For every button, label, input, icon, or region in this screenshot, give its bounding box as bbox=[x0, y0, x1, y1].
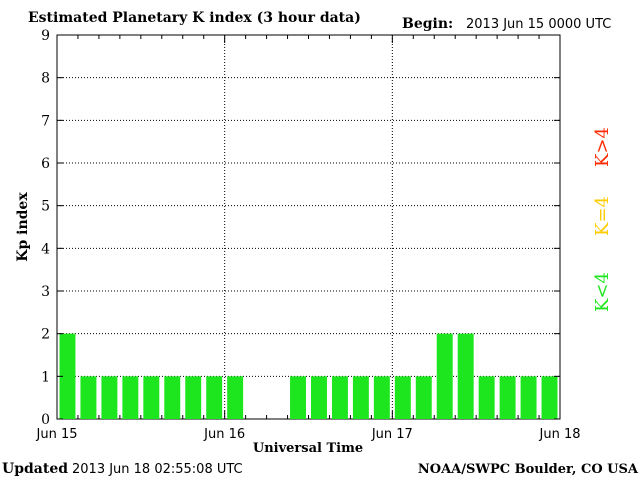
kp-bar bbox=[415, 376, 432, 419]
y-tick-label: 6 bbox=[41, 156, 50, 172]
kp-bar bbox=[80, 376, 97, 419]
kp-bar bbox=[436, 333, 453, 419]
kp-bar bbox=[499, 376, 516, 419]
y-tick-label: 1 bbox=[41, 369, 50, 385]
y-tick-label: 3 bbox=[41, 284, 50, 300]
updated-label: Updated bbox=[2, 461, 68, 477]
kp-bar bbox=[164, 376, 181, 419]
begin-label: Begin: bbox=[402, 16, 453, 32]
x-ticks: Jun 15 Jun 16 Jun 17 Jun 18 bbox=[36, 35, 581, 442]
x-axis-label: Universal Time bbox=[253, 441, 363, 456]
kp-bar bbox=[311, 376, 327, 419]
kp-bar bbox=[394, 376, 411, 419]
kp-bar bbox=[331, 376, 348, 419]
kp-bar bbox=[457, 333, 474, 419]
kp-bar bbox=[352, 376, 369, 419]
grid-lines bbox=[57, 35, 560, 419]
y-tick-label: 9 bbox=[41, 28, 50, 44]
updated-value: 2013 Jun 18 02:55:08 UTC bbox=[72, 462, 243, 477]
y-tick-label: 8 bbox=[41, 71, 50, 87]
y-ticks: 0 1 2 3 4 5 6 7 8 9 bbox=[41, 28, 560, 428]
kp-bar bbox=[541, 376, 558, 419]
source-credit: NOAA/SWPC Boulder, CO USA bbox=[418, 462, 639, 477]
y-tick-label: 4 bbox=[41, 241, 50, 257]
y-tick-label: 2 bbox=[41, 327, 50, 343]
kp-bar bbox=[290, 376, 306, 419]
y-tick-label: 0 bbox=[41, 412, 50, 428]
kp-bar bbox=[59, 333, 76, 419]
legend-k-less-than-4: K<4 bbox=[592, 272, 613, 312]
kp-bar bbox=[478, 376, 495, 419]
kp-bar bbox=[373, 376, 390, 419]
y-axis-label: Kp index bbox=[15, 192, 31, 262]
kp-bar bbox=[122, 376, 139, 419]
kp-bar bbox=[206, 376, 223, 419]
kp-bar bbox=[101, 376, 118, 419]
kp-bar bbox=[143, 376, 160, 419]
kp-bar bbox=[227, 376, 244, 419]
plot-frame bbox=[56, 34, 561, 420]
kp-bar bbox=[520, 376, 537, 419]
chart-title: Estimated Planetary K index (3 hour data… bbox=[28, 10, 361, 26]
kp-bar bbox=[185, 376, 202, 419]
y-tick-label: 7 bbox=[41, 113, 50, 129]
y-tick-label: 5 bbox=[41, 199, 50, 215]
x-tick-label: Jun 16 bbox=[203, 427, 245, 442]
x-tick-label: Jun 18 bbox=[539, 427, 581, 442]
legend-k-greater-than-4: K>4 bbox=[592, 127, 613, 167]
x-tick-label: Jun 15 bbox=[36, 427, 78, 442]
kp-bars bbox=[59, 333, 558, 419]
begin-value: 2013 Jun 15 0000 UTC bbox=[466, 17, 611, 32]
legend-k-equals-4: K=4 bbox=[592, 196, 613, 236]
x-tick-label: Jun 17 bbox=[371, 427, 413, 442]
